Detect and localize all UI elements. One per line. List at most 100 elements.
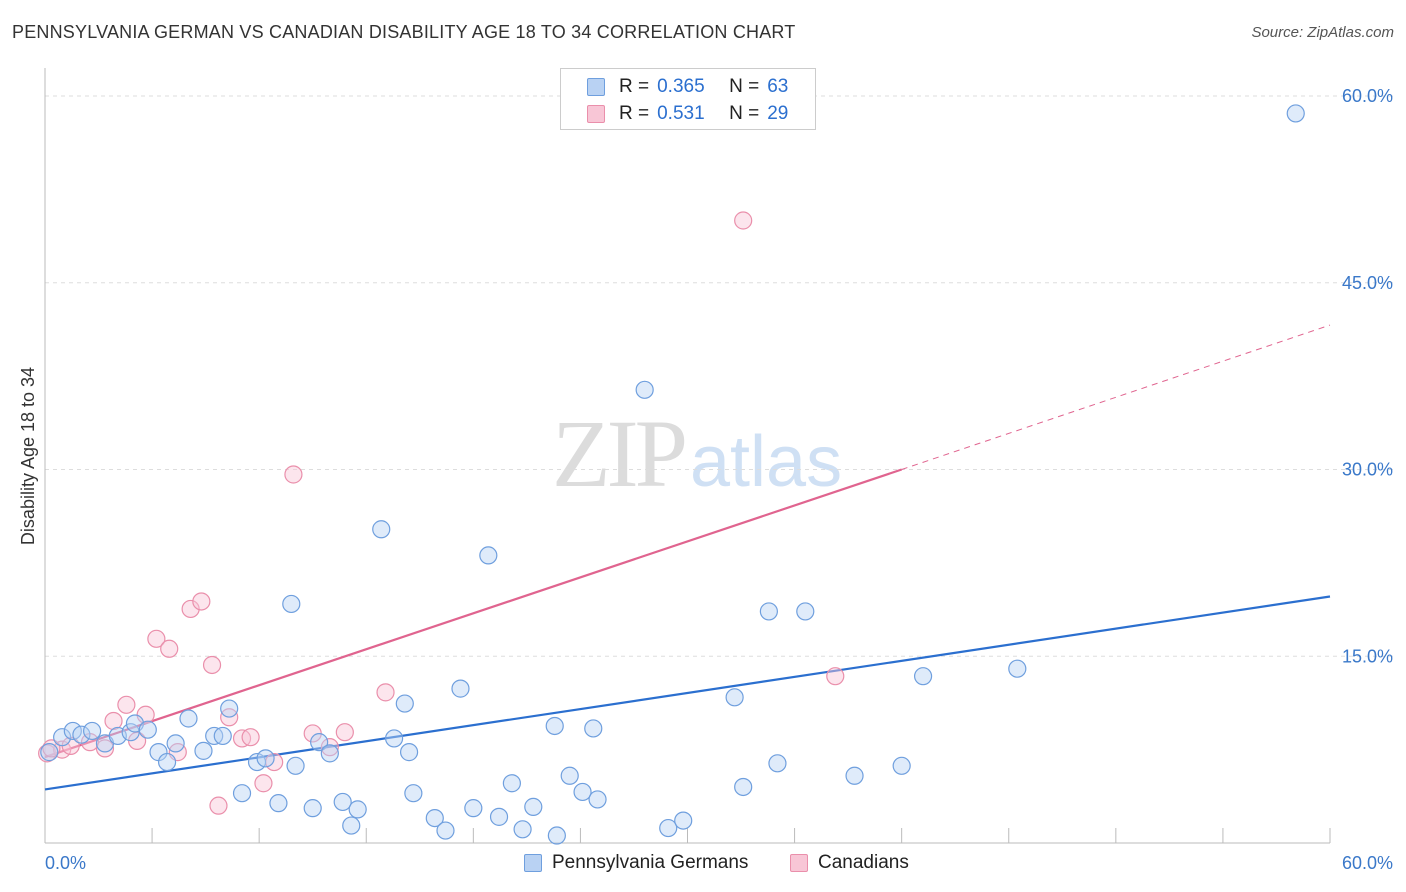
legend-r-value: 0.531	[657, 103, 705, 124]
pennsylvania-german-point	[303, 799, 322, 818]
pennsylvania-german-point	[157, 752, 177, 772]
canadian-point	[202, 655, 222, 675]
legend-row-canadians: R = 0.531 N = 29	[587, 102, 788, 126]
trend-layer	[44, 324, 1331, 791]
legend-r-value: 0.365	[657, 76, 705, 97]
pennsylvania-german-point	[425, 808, 444, 828]
pennsylvania-german-point	[213, 726, 232, 746]
pennsylvania-german-point	[40, 743, 59, 762]
pennsylvania-german-point	[256, 749, 275, 768]
trend-line-canadians	[44, 468, 903, 759]
canadian-point	[826, 667, 845, 686]
pennsylvania-german-point	[384, 729, 404, 748]
pennsylvania-german-point	[83, 721, 102, 741]
canadian-point	[95, 739, 115, 758]
legend-label-canadians: Canadians	[818, 852, 909, 873]
legend-series: Pennsylvania Germans Canadians	[0, 852, 1406, 878]
pennsylvania-german-point	[404, 784, 423, 803]
pennsylvania-german-point	[451, 679, 470, 698]
pennsylvania-german-point	[674, 811, 693, 830]
canadian-point	[284, 465, 303, 484]
chart-title: PENNSYLVANIA GERMAN VS CANADIAN DISABILI…	[12, 22, 796, 42]
pennsylvania-german-point	[53, 728, 72, 747]
legend-swatch-pink	[790, 854, 808, 872]
canadian-point	[192, 592, 211, 611]
canadian-point	[734, 211, 753, 230]
pennsylvania-german-point	[545, 716, 564, 736]
pennsylvania-german-point	[72, 725, 91, 744]
pennsylvania-german-point	[768, 754, 787, 773]
legend-swatch-pink	[587, 105, 605, 123]
legend-r-label: R =	[619, 103, 650, 124]
pennsylvania-german-point	[1008, 659, 1027, 678]
trend-line-canadians-extension	[901, 324, 1331, 470]
canadian-point	[160, 639, 179, 658]
legend-n-label: N =	[729, 76, 760, 97]
pennsylvania-german-point	[194, 741, 213, 760]
axis-layer	[44, 68, 1331, 844]
legend-n-value: 29	[767, 103, 789, 124]
grid-layer	[45, 95, 1395, 657]
pennsylvania-german-point	[220, 699, 239, 718]
pennsylvania-german-point	[232, 784, 252, 803]
pennsylvania-german-point	[584, 719, 603, 738]
trend-line-pennsylvania-germans	[44, 595, 1331, 791]
legend-item-pennsylvania-germans[interactable]: Pennsylvania Germans	[524, 852, 748, 874]
x-tick-label-max: 60.0%	[1342, 853, 1393, 873]
pennsylvania-german-point	[138, 720, 157, 739]
canadian-point	[335, 723, 354, 742]
pennsylvania-german-point	[759, 602, 778, 621]
y-tick-label: 30.0%	[1342, 460, 1393, 480]
legend-stats: R = 0.365 N = 63 R = 0.531 N = 29	[560, 68, 816, 130]
legend-swatch-blue	[587, 78, 605, 96]
canadian-point	[254, 774, 273, 793]
pennsylvania-german-point	[436, 821, 455, 840]
legend-swatch-blue	[524, 854, 542, 872]
pennsylvania-german-point	[464, 799, 483, 818]
pennsylvania-german-point	[513, 820, 532, 839]
pennsylvania-german-point	[796, 602, 815, 621]
label-layer: 15.0% 30.0% 45.0% 60.0% 0.0% 60.0% Disability …	[18, 86, 1393, 873]
pennsylvania-german-point	[588, 790, 607, 809]
pennsylvania-german-point	[348, 800, 367, 819]
pennsylvania-german-point	[845, 766, 864, 785]
pennsylvania-german-point	[372, 520, 391, 539]
canadian-point	[147, 629, 166, 648]
legend-n-value: 63	[767, 76, 789, 97]
canadian-point	[181, 599, 200, 619]
pennsylvania-german-point	[547, 826, 566, 845]
pennsylvania-german-point	[635, 380, 654, 399]
pennsylvania-german-point	[913, 667, 933, 686]
legend-row-pennsylvania-germans: R = 0.365 N = 63	[587, 75, 788, 99]
pennsylvania-german-point	[166, 734, 185, 753]
pennsylvania-german-point	[659, 818, 678, 838]
pennsylvania-german-point	[395, 694, 414, 713]
legend-n-label: N =	[729, 103, 760, 124]
pennsylvania-german-point	[560, 766, 579, 785]
pennsylvania-german-point	[725, 688, 744, 707]
pennsylvania-german-point	[179, 709, 198, 728]
pennsylvania-german-point	[892, 756, 911, 775]
chart-source: Source: ZipAtlas.com	[1251, 24, 1394, 41]
legend-r-label: R =	[619, 76, 650, 97]
pennsylvania-german-point	[310, 733, 329, 752]
canadian-point	[376, 683, 395, 702]
canadian-point	[241, 728, 260, 747]
legend-item-canadians[interactable]: Canadians	[790, 852, 909, 874]
pennsylvania-german-point	[399, 743, 419, 762]
pennsylvania-german-point	[269, 794, 288, 813]
y-tick-label: 45.0%	[1342, 273, 1393, 293]
canadian-point	[209, 796, 228, 815]
y-tick-label: 15.0%	[1342, 646, 1393, 666]
pennsylvania-german-point	[1286, 104, 1305, 123]
y-axis-label: Disability Age 18 to 34	[18, 367, 38, 545]
point-layer	[38, 104, 1305, 845]
pennsylvania-german-point	[333, 792, 352, 812]
pennsylvania-german-point	[282, 594, 301, 614]
x-tick-label-min: 0.0%	[45, 853, 86, 873]
y-tick-label: 60.0%	[1342, 86, 1393, 106]
canadian-point	[117, 695, 136, 714]
legend-label-pennsylvania-germans: Pennsylvania Germans	[552, 852, 749, 873]
pennsylvania-german-point	[734, 777, 753, 797]
